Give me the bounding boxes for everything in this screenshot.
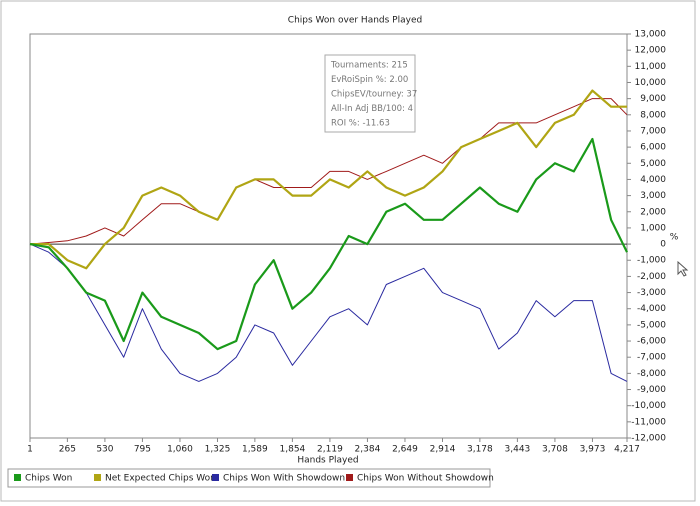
y-tick-label: -9,000 bbox=[637, 385, 666, 395]
x-tick-label: 1 bbox=[27, 445, 33, 455]
x-tick-label: 265 bbox=[59, 445, 76, 455]
x-tick-label: 2,119 bbox=[317, 445, 343, 455]
legend-swatch bbox=[212, 474, 219, 481]
x-tick-label: 2,384 bbox=[355, 445, 381, 455]
y-tick-label: -2,000 bbox=[637, 272, 666, 282]
y-tick-label: -3,000 bbox=[637, 288, 666, 298]
x-tick-label: 3,443 bbox=[505, 445, 531, 455]
x-tick-label: 1,060 bbox=[167, 445, 193, 455]
series-line bbox=[29, 98, 628, 245]
y-tick-label: -7,000 bbox=[637, 353, 666, 363]
series-line bbox=[30, 89, 627, 270]
y-tick-label: 5,000 bbox=[640, 159, 666, 169]
tooltip-line: Tournaments: 215 bbox=[330, 61, 408, 71]
y-tick-label: 4,000 bbox=[640, 175, 666, 185]
y-tick-label: -8,000 bbox=[637, 369, 666, 379]
x-tick-label: 3,973 bbox=[580, 445, 606, 455]
x-tick-label: 3,178 bbox=[467, 445, 493, 455]
tooltip-line: EvRoiSpin %: 2.00 bbox=[331, 75, 408, 85]
y-tick-label: -12,000 bbox=[631, 434, 666, 444]
y-tick-label: 12,000 bbox=[635, 46, 667, 56]
y-axis-label: % bbox=[670, 233, 679, 243]
legend-label: Chips Won Without Showdown bbox=[357, 474, 494, 484]
y-tick-label: 1,000 bbox=[640, 223, 666, 233]
chart-title: Chips Won over Hands Played bbox=[288, 16, 422, 26]
x-tick-label: 795 bbox=[134, 445, 151, 455]
y-tick-label: -5,000 bbox=[637, 320, 666, 330]
x-axis-label: Hands Played bbox=[297, 456, 358, 466]
y-tick-label: 10,000 bbox=[635, 78, 667, 88]
y-tick-label: 7,000 bbox=[640, 126, 666, 136]
y-tick-label: 9,000 bbox=[640, 94, 666, 104]
legend-box bbox=[7, 468, 491, 488]
y-tick-label: 11,000 bbox=[635, 62, 667, 72]
y-tick-label: 0 bbox=[660, 240, 666, 250]
y-tick-label: -4,000 bbox=[637, 304, 666, 314]
x-tick-label: 1,589 bbox=[242, 445, 268, 455]
tooltip-line: ChipsEV/tourney: 37 bbox=[331, 90, 417, 100]
legend-label: Net Expected Chips Won bbox=[105, 474, 216, 484]
series-line bbox=[29, 243, 628, 382]
tooltip-line: All-In Adj BB/100: 4 bbox=[331, 104, 413, 114]
y-tick-label: -11,000 bbox=[631, 417, 666, 427]
x-tick-label: 2,649 bbox=[392, 445, 418, 455]
y-tick-label: 6,000 bbox=[640, 143, 666, 153]
y-tick-label: -10,000 bbox=[631, 401, 666, 411]
x-tick-label: 4,217 bbox=[614, 445, 640, 455]
legend-swatch bbox=[346, 474, 353, 481]
legend-label: Chips Won With Showdown bbox=[223, 474, 345, 484]
tooltip-box bbox=[324, 54, 416, 133]
y-tick-label: 2,000 bbox=[640, 207, 666, 217]
y-tick-label: 13,000 bbox=[635, 30, 667, 40]
series-line bbox=[29, 137, 628, 351]
x-tick-label: 530 bbox=[96, 445, 113, 455]
y-tick-label: -6,000 bbox=[637, 337, 666, 347]
tooltip-line: ROI %: -11.63 bbox=[331, 119, 390, 129]
tooltip: Tournaments: 215 EvRoiSpin %: 2.00 ChipsEV… bbox=[324, 54, 417, 133]
y-tick-label: -1,000 bbox=[637, 256, 666, 266]
plot-area bbox=[29, 33, 628, 439]
x-tick-label: 1,325 bbox=[205, 445, 231, 455]
legend-label: Chips Won bbox=[25, 474, 72, 484]
x-tick-label: 2,914 bbox=[430, 445, 456, 455]
y-tick-label: 8,000 bbox=[640, 110, 666, 120]
legend-swatch bbox=[14, 474, 21, 481]
y-tick-label: 3,000 bbox=[640, 191, 666, 201]
plot: -12,000 -11,000 -10,000 -9,000 -8,000 -7,000 -… bbox=[27, 30, 666, 455]
x-tick-label: 3,708 bbox=[542, 445, 568, 455]
cursor bbox=[677, 260, 689, 277]
legend: Chips Won Net Expected Chips Won Chips Won… bbox=[7, 468, 494, 488]
x-tick-label: 1,854 bbox=[280, 445, 306, 455]
legend-swatch bbox=[94, 474, 101, 481]
